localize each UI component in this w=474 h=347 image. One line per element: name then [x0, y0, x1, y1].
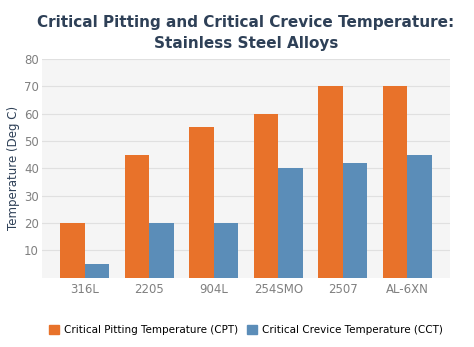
Bar: [407, 155, 432, 278]
Bar: [60, 223, 85, 278]
Y-axis label: Temperature (Deg C): Temperature (Deg C): [7, 106, 20, 230]
Bar: [254, 114, 278, 278]
Bar: [278, 168, 303, 278]
Legend: Critical Pitting Temperature (CPT), Critical Crevice Temperature (CCT): Critical Pitting Temperature (CPT), Crit…: [46, 322, 447, 338]
Bar: [318, 86, 343, 278]
Title: Critical Pitting and Critical Crevice Temperature:
Stainless Steel Alloys: Critical Pitting and Critical Crevice Te…: [37, 15, 455, 51]
Bar: [383, 86, 407, 278]
Bar: [85, 264, 109, 278]
Bar: [214, 223, 238, 278]
Bar: [343, 163, 367, 278]
Bar: [125, 155, 149, 278]
Bar: [189, 127, 214, 278]
Bar: [149, 223, 174, 278]
